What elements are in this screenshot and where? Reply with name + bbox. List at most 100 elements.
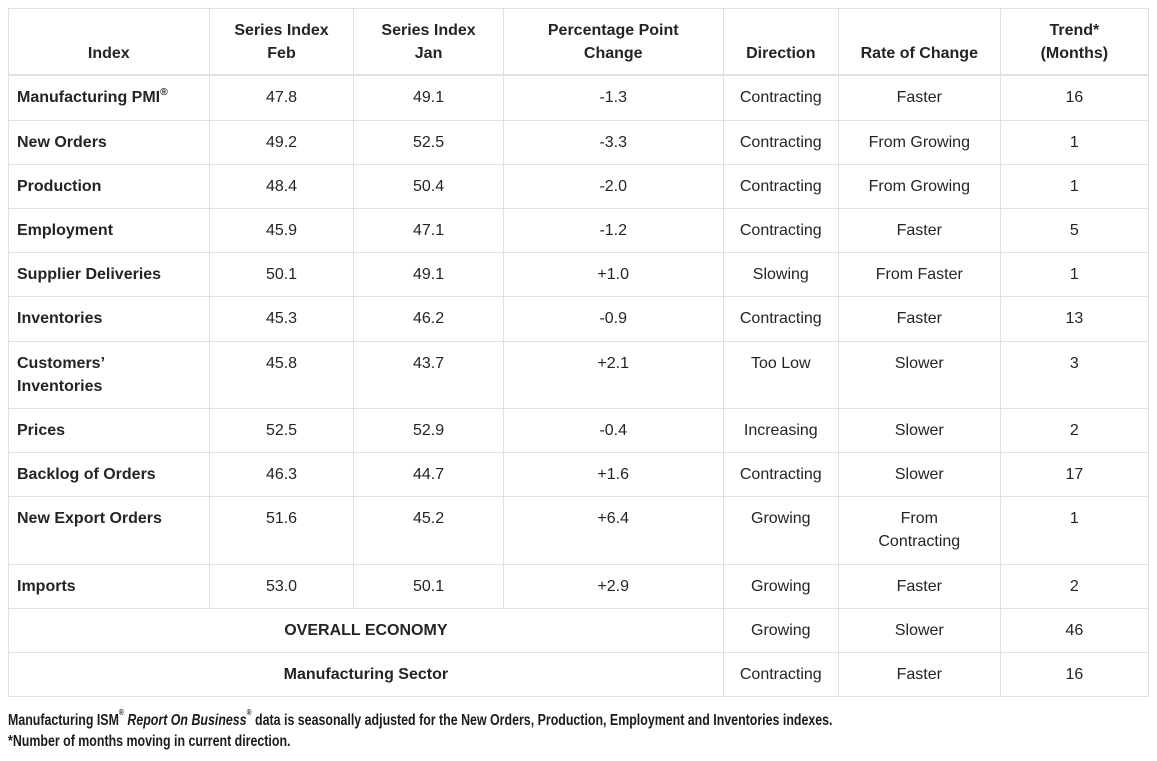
cell-trend: 1 — [999, 163, 1150, 209]
cell-series-jan: 44.7 — [353, 452, 504, 498]
col-header-series-jan: Series Index Jan — [353, 8, 504, 77]
cell-index: Supplier Deliveries — [8, 252, 210, 298]
table-row-backlog-of-orders: Backlog of Orders 46.3 44.7 +1.6 Contrac… — [8, 452, 1150, 498]
cell-rate-of-change: From Contracting — [837, 496, 1001, 565]
cell-series-jan: 46.2 — [353, 296, 504, 342]
cell-series-jan: 43.7 — [353, 340, 504, 409]
cell-direction: Growing — [722, 496, 839, 565]
cell-direction: Contracting — [722, 296, 839, 342]
cell-trend: 17 — [999, 452, 1150, 498]
cell-direction: Contracting — [722, 163, 839, 209]
cell-change: +1.0 — [502, 252, 724, 298]
cell-series-feb: 45.3 — [208, 296, 355, 342]
table-header: Index Series Index Feb Series Index Jan … — [8, 8, 1150, 77]
table-row-production: Production 48.4 50.4 -2.0 Contracting Fr… — [8, 163, 1150, 209]
table-row-customers-inventories: Customers’ Inventories 45.8 43.7 +2.1 To… — [8, 340, 1150, 409]
report-on-business-title: Report On Business — [123, 712, 247, 730]
footnotes: Manufacturing ISM® Report On Business® d… — [8, 708, 921, 753]
index-label: Manufacturing PMI — [17, 89, 161, 107]
table-row-supplier-deliveries: Supplier Deliveries 50.1 49.1 +1.0 Slowi… — [8, 252, 1150, 298]
cell-trend: 16 — [999, 74, 1150, 121]
cell-change: -3.3 — [502, 119, 724, 165]
cell-trend: 16 — [999, 651, 1150, 698]
cell-change: +2.1 — [502, 340, 724, 409]
cell-index: Production — [8, 163, 210, 209]
footnote-trend-definition: *Number of months moving in current dire… — [8, 733, 291, 751]
header-row: Index Series Index Feb Series Index Jan … — [8, 8, 1150, 77]
registered-mark: ® — [118, 707, 124, 718]
cell-index: Backlog of Orders — [8, 452, 210, 498]
cell-change: -0.9 — [502, 296, 724, 342]
cell-trend: 46 — [999, 607, 1150, 654]
cell-trend: 3 — [999, 340, 1150, 409]
ism-report-table: Index Series Index Feb Series Index Jan … — [8, 8, 1150, 698]
col-header-trend: Trend* (Months) — [999, 8, 1150, 77]
cell-series-feb: 50.1 — [208, 252, 355, 298]
cell-change: -0.4 — [502, 407, 724, 454]
cell-direction: Too Low — [722, 340, 839, 409]
cell-direction: Slowing — [722, 252, 839, 298]
cell-index: Prices — [8, 407, 210, 454]
cell-series-feb: 45.8 — [208, 340, 355, 409]
col-header-series-feb: Series Index Feb — [208, 8, 355, 77]
cell-change: -1.3 — [502, 74, 724, 121]
table-row-manufacturing-pmi: Manufacturing PMI® 47.8 49.1 -1.3 Contra… — [8, 74, 1150, 121]
footnote-seasonal-adjustment: Manufacturing ISM® Report On Business® d… — [8, 708, 921, 732]
cell-series-jan: 49.1 — [353, 74, 504, 121]
cell-rate-of-change: Faster — [837, 207, 1001, 254]
cell-series-jan: 47.1 — [353, 207, 504, 254]
summary-row-overall-economy: OVERALL ECONOMY Growing Slower 46 — [8, 607, 1150, 654]
cell-direction: Contracting — [722, 651, 839, 698]
cell-series-jan: 45.2 — [353, 496, 504, 565]
cell-trend: 5 — [999, 207, 1150, 254]
summary-label: Manufacturing Sector — [8, 651, 724, 698]
registered-mark: ® — [160, 86, 168, 98]
cell-rate-of-change: From Growing — [837, 163, 1001, 209]
cell-rate-of-change: From Growing — [837, 119, 1001, 165]
cell-index: Manufacturing PMI® — [8, 74, 210, 121]
table-row-new-orders: New Orders 49.2 52.5 -3.3 Contracting Fr… — [8, 119, 1150, 165]
cell-trend: 13 — [999, 296, 1150, 342]
table-row-imports: Imports 53.0 50.1 +2.9 Growing Faster 2 — [8, 563, 1150, 609]
summary-row-manufacturing-sector: Manufacturing Sector Contracting Faster … — [8, 651, 1150, 698]
cell-rate-of-change: Faster — [837, 563, 1001, 609]
cell-rate-of-change: Faster — [837, 296, 1001, 342]
cell-trend: 2 — [999, 407, 1150, 454]
cell-direction: Contracting — [722, 74, 839, 121]
cell-series-feb: 48.4 — [208, 163, 355, 209]
cell-trend: 1 — [999, 496, 1150, 565]
cell-index: New Export Orders — [8, 496, 210, 565]
cell-index: Inventories — [8, 296, 210, 342]
col-header-rate-of-change: Rate of Change — [837, 8, 1001, 77]
cell-change: -1.2 — [502, 207, 724, 254]
cell-index: Employment — [8, 207, 210, 254]
cell-series-feb: 46.3 — [208, 452, 355, 498]
table-row-inventories: Inventories 45.3 46.2 -0.9 Contracting F… — [8, 296, 1150, 342]
cell-series-feb: 45.9 — [208, 207, 355, 254]
cell-direction: Growing — [722, 607, 839, 654]
table-row-prices: Prices 52.5 52.9 -0.4 Increasing Slower … — [8, 407, 1150, 454]
cell-change: -2.0 — [502, 163, 724, 209]
cell-series-jan: 49.1 — [353, 252, 504, 298]
col-header-pct-change: Percentage Point Change — [502, 8, 724, 77]
cell-series-jan: 52.5 — [353, 119, 504, 165]
registered-mark: ® — [246, 707, 252, 718]
cell-direction: Contracting — [722, 452, 839, 498]
cell-series-feb: 47.8 — [208, 74, 355, 121]
cell-rate-of-change: Faster — [837, 651, 1001, 698]
cell-index: New Orders — [8, 119, 210, 165]
cell-rate-of-change: Slower — [837, 607, 1001, 654]
footnote-text: data is seasonally adjusted for the New … — [251, 712, 833, 730]
cell-series-feb: 51.6 — [208, 496, 355, 565]
footnote-text: Manufacturing ISM — [8, 712, 119, 730]
cell-rate-of-change: Faster — [837, 74, 1001, 121]
cell-direction: Increasing — [722, 407, 839, 454]
cell-change: +1.6 — [502, 452, 724, 498]
cell-index: Customers’ Inventories — [8, 340, 210, 409]
cell-series-jan: 50.4 — [353, 163, 504, 209]
cell-series-feb: 53.0 — [208, 563, 355, 609]
cell-direction: Growing — [722, 563, 839, 609]
cell-direction: Contracting — [722, 207, 839, 254]
cell-trend: 1 — [999, 252, 1150, 298]
cell-series-feb: 52.5 — [208, 407, 355, 454]
